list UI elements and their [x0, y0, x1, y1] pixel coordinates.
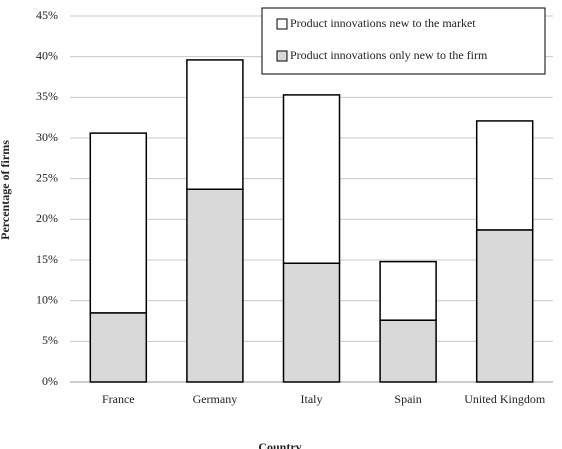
bar-segment	[475, 120, 534, 231]
bar-segment	[282, 262, 341, 383]
y-tick-label: 20%	[36, 211, 58, 225]
bar-segment	[475, 229, 534, 383]
bar-segment	[282, 94, 341, 265]
legend-label: Product innovations new to the market	[290, 16, 476, 30]
x-tick-label: Spain	[394, 392, 422, 406]
y-tick-label: 5%	[42, 333, 58, 347]
y-tick-label: 35%	[36, 89, 58, 103]
bar-segment	[89, 312, 148, 383]
y-tick-label: 30%	[36, 130, 58, 144]
legend-swatch	[276, 18, 288, 30]
x-tick-label: Germany	[192, 392, 238, 406]
y-axis-title: Percentage of firms	[0, 140, 12, 240]
x-tick-label: France	[101, 392, 135, 406]
x-axis-title: Country	[258, 440, 301, 449]
y-tick-label: 15%	[36, 252, 58, 266]
y-tick-label: 40%	[36, 48, 58, 62]
bar-segment	[379, 319, 437, 383]
x-tick-label: Italy	[300, 392, 323, 406]
y-tick-label: 0%	[42, 374, 58, 388]
bar-segment	[379, 260, 437, 321]
y-tick-label: 45%	[36, 8, 58, 22]
x-tick-label: United Kingdom	[464, 392, 546, 406]
bar-segment	[89, 132, 148, 314]
bar-segment	[186, 188, 244, 383]
y-tick-label: 10%	[36, 292, 58, 306]
legend-swatch	[276, 50, 288, 62]
y-tick-label: 25%	[36, 170, 58, 184]
legend-label: Product innovations only new to the firm	[290, 48, 488, 62]
legend-box	[261, 7, 546, 75]
bar-segment	[186, 59, 244, 190]
